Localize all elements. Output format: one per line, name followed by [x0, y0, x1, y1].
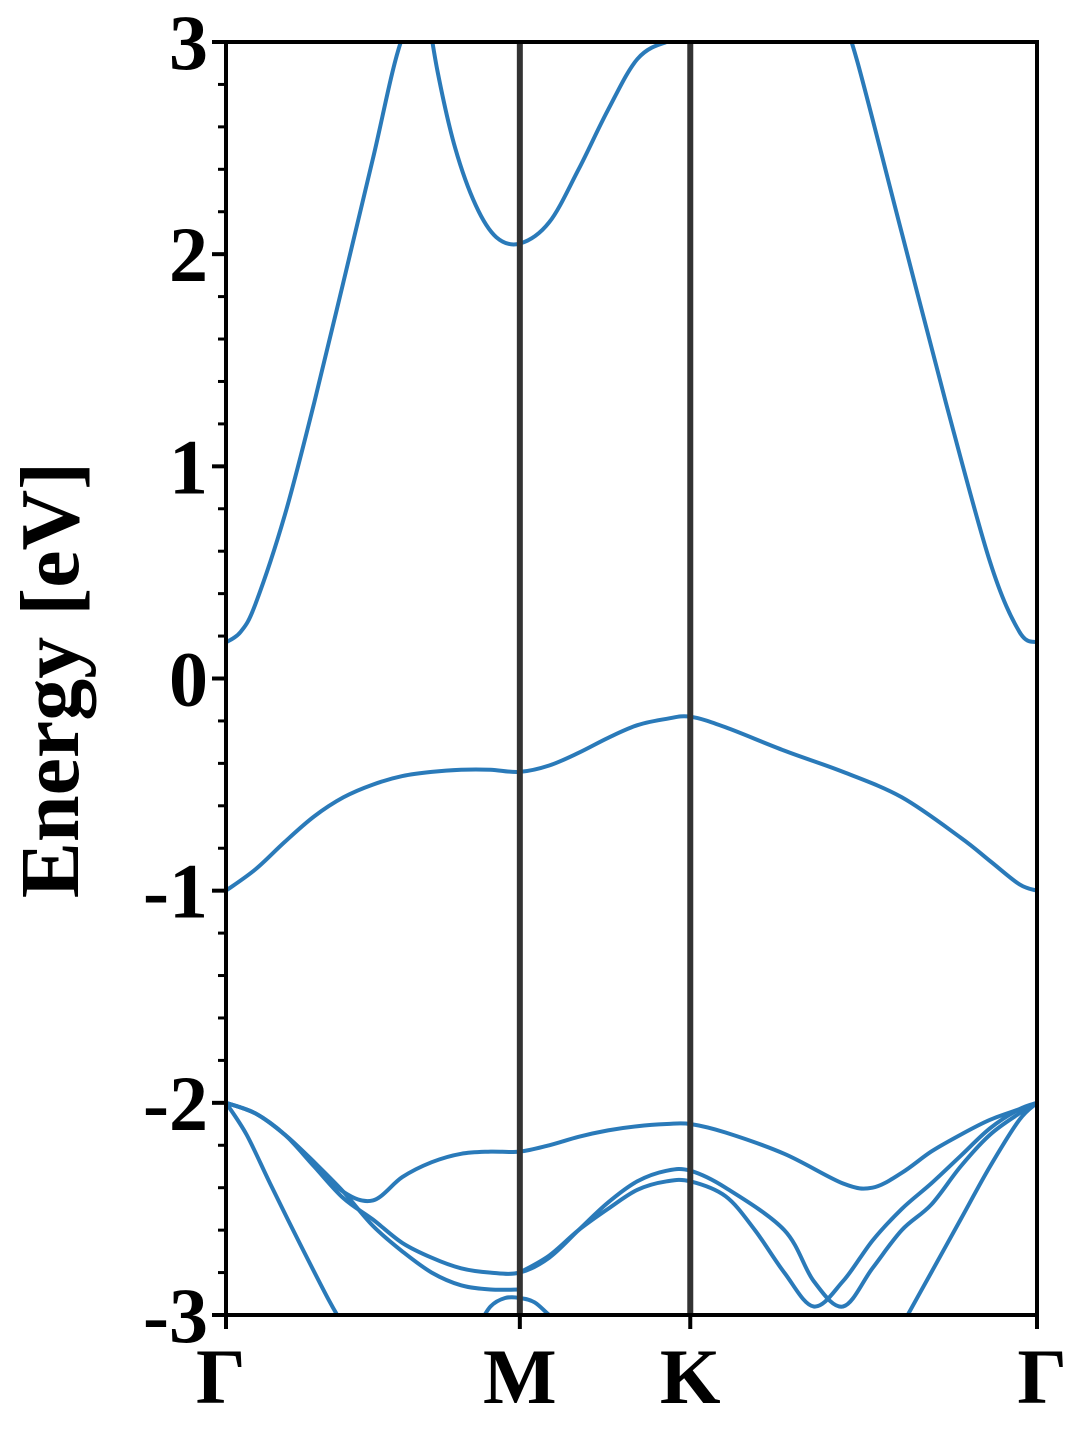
y-tick-label: 3 [169, 0, 208, 86]
band-line-10 [905, 1100, 1037, 1315]
x-tick-label-Γ: Γ [196, 1333, 246, 1420]
y-tick-label: 1 [169, 423, 208, 510]
band-line-6 [226, 1100, 1037, 1309]
band-line-5 [226, 1100, 522, 1292]
y-axis-ticks: 3 2 1 0 -1 -2 -3 [143, 0, 226, 1359]
band-line-8 [226, 1100, 340, 1315]
y-axis-label: Energy [eV] [4, 462, 97, 898]
band-lines [226, 42, 1037, 1315]
band-line-4 [226, 714, 1037, 893]
band-line-1 [226, 42, 403, 645]
y-tick-label: -3 [143, 1272, 208, 1359]
x-tick-label-M: M [483, 1333, 557, 1420]
x-tick-label-K: K [660, 1333, 721, 1420]
band-line-2 [430, 42, 728, 247]
y-tick-label: -2 [143, 1060, 208, 1147]
plot-frame [224, 40, 1039, 1317]
band-line-7 [226, 1100, 1037, 1204]
y-tick-label: 2 [169, 211, 208, 298]
band-line-9 [517, 1100, 1037, 1309]
high-symmetry-lines [516, 42, 694, 1315]
y-tick-label: 0 [169, 636, 208, 723]
band-line-3 [849, 42, 1037, 645]
x-tick-label-Γ: Γ [1017, 1333, 1067, 1420]
y-tick-label: -1 [143, 848, 208, 935]
